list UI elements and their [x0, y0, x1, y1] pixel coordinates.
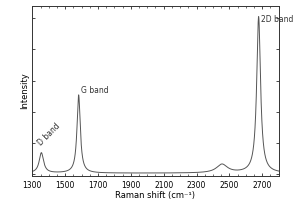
X-axis label: Raman shift (cm⁻¹): Raman shift (cm⁻¹) [116, 191, 196, 200]
Text: 2D band: 2D band [261, 15, 293, 24]
Y-axis label: Intensity: Intensity [21, 72, 30, 109]
Text: G band: G band [81, 86, 109, 95]
Text: D band: D band [36, 122, 62, 148]
